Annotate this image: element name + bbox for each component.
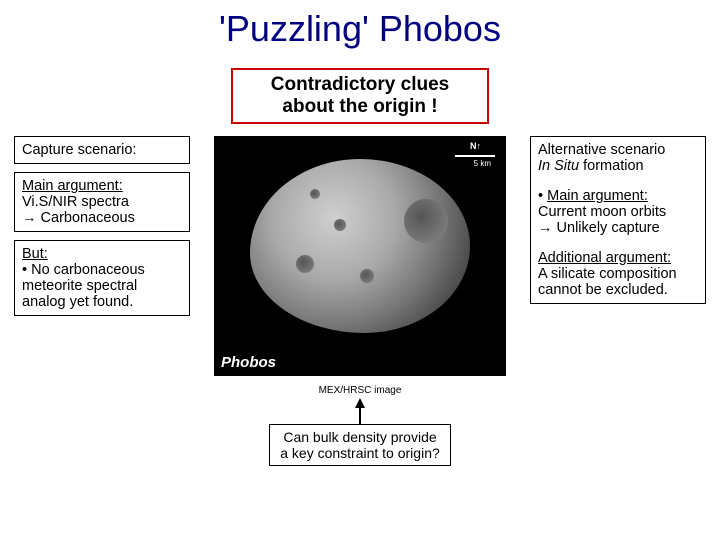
bottom-q-l2: a key constraint to origin? bbox=[280, 445, 440, 461]
scale-text: 5 km bbox=[474, 159, 491, 168]
slide-title: 'Puzzling' Phobos bbox=[0, 8, 720, 50]
content-row: Capture scenario: Main argument: Vi.S/NI… bbox=[0, 136, 720, 376]
phobos-body bbox=[250, 159, 470, 333]
alt-l2: In Situ formation bbox=[538, 158, 698, 174]
bottom-question-box: Can bulk density provide a key constrain… bbox=[269, 424, 451, 466]
arrow-up-icon bbox=[355, 398, 365, 408]
main-arg-left-l1: Main argument: bbox=[22, 178, 182, 194]
alt-l3: • Main argument: bbox=[538, 188, 698, 204]
alt-l2a: In Situ bbox=[538, 158, 579, 174]
capture-scenario-label: Capture scenario: bbox=[22, 142, 136, 158]
left-column: Capture scenario: Main argument: Vi.S/NI… bbox=[14, 136, 190, 324]
right-column: Alternative scenario In Situ formation •… bbox=[530, 136, 706, 304]
crater-icon bbox=[310, 189, 320, 199]
alt-l2b: formation bbox=[579, 158, 643, 174]
main-arg-left-l2: Vi.S/NIR spectra bbox=[22, 194, 182, 210]
but-l2: • No carbonaceous meteorite spectral ana… bbox=[22, 262, 182, 310]
crater-icon bbox=[296, 255, 314, 273]
bottom-area: MEX/HRSC image Can bulk density provide … bbox=[0, 380, 720, 466]
phobos-image: N↑ 5 km Phobos bbox=[214, 136, 506, 376]
crater-icon bbox=[404, 199, 448, 243]
main-arg-left-l3: → Carbonaceous bbox=[22, 210, 182, 226]
bottom-q-l1: Can bulk density provide bbox=[280, 429, 440, 445]
contradictory-clues-box: Contradictory clues about the origin ! bbox=[231, 68, 489, 124]
alternative-scenario-box: Alternative scenario In Situ formation •… bbox=[530, 136, 706, 304]
image-credit: MEX/HRSC image bbox=[319, 385, 402, 396]
arrow-line bbox=[359, 408, 361, 424]
red-box-line2: about the origin ! bbox=[245, 96, 475, 118]
alt-l5: → Unlikely capture bbox=[538, 220, 698, 236]
scale-bar bbox=[455, 155, 495, 157]
crater-icon bbox=[360, 269, 374, 283]
but-l1: But: bbox=[22, 246, 182, 262]
alt-l4: Current moon orbits bbox=[538, 204, 698, 220]
main-argument-left-box: Main argument: Vi.S/NIR spectra → Carbon… bbox=[14, 172, 190, 232]
image-caption: Phobos bbox=[221, 354, 276, 371]
alt-l6: Additional argument: bbox=[538, 250, 698, 266]
north-indicator: N↑ bbox=[470, 141, 481, 151]
alt-l1: Alternative scenario bbox=[538, 142, 698, 158]
but-box: But: • No carbonaceous meteorite spectra… bbox=[14, 240, 190, 316]
alt-l7: A silicate composition cannot be exclude… bbox=[538, 266, 698, 298]
crater-icon bbox=[334, 219, 346, 231]
red-box-line1: Contradictory clues bbox=[245, 74, 475, 96]
capture-scenario-box: Capture scenario: bbox=[14, 136, 190, 164]
